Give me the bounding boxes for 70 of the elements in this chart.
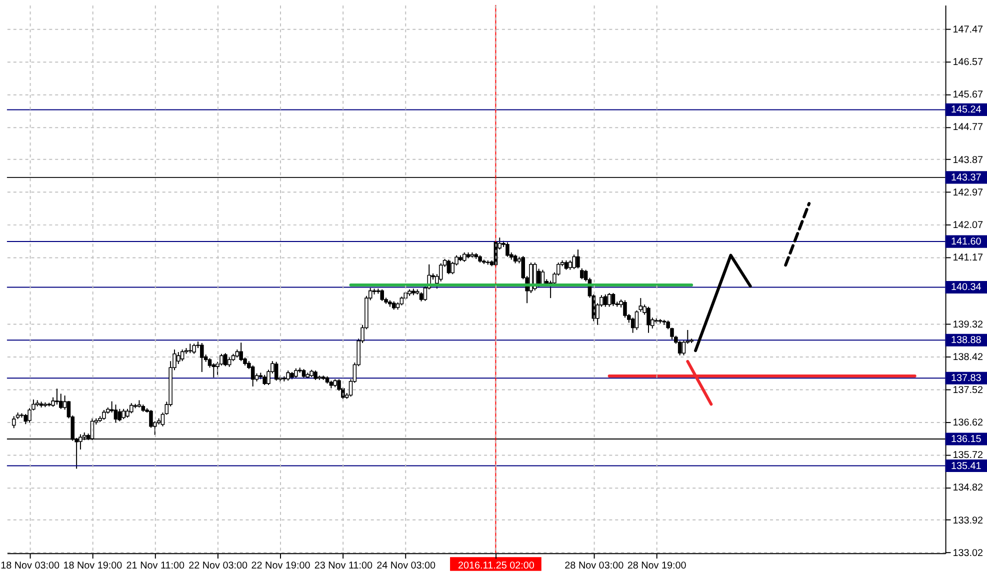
candlestick: [604, 294, 608, 308]
y-tick-label: 145.67: [952, 90, 984, 101]
candlestick: [564, 260, 568, 270]
x-tick-label: 28 Nov 19:00: [627, 560, 687, 572]
y-tick-label: 142.97: [952, 187, 984, 198]
candlestick: [12, 416, 16, 429]
candlestick: [380, 288, 384, 302]
candlestick: [192, 343, 196, 354]
candlestick: [623, 300, 627, 318]
y-tick-label: 134.82: [952, 482, 984, 494]
candlestick: [286, 370, 290, 382]
y-tick-label: 138.42: [952, 352, 984, 364]
candlestick: [212, 362, 216, 378]
candlestick: [55, 388, 59, 406]
candlestick: [462, 252, 466, 262]
candlestick: [200, 342, 204, 372]
candlestick: [294, 368, 298, 378]
x-tick-label: 18 Nov 19:00: [63, 560, 123, 572]
y-tick-label: 143.87: [952, 154, 984, 166]
candlestick: [180, 349, 184, 362]
candlestick: [576, 249, 580, 269]
x-tick-label: 18 Nov 03:00: [0, 560, 60, 572]
candlestick: [188, 343, 192, 354]
x-tick-label: 22 Nov 19:00: [251, 560, 311, 572]
y-tick-label: 144.77: [952, 122, 984, 134]
ref-line-label: 137.83: [950, 373, 982, 384]
candlestick: [250, 364, 255, 387]
candlestick: [568, 260, 572, 270]
x-tick-label: 22 Nov 03:00: [188, 560, 248, 572]
candlestick: [227, 356, 232, 368]
y-tick-label: 141.17: [952, 252, 984, 264]
x-tick-label: 21 Nov 11:00: [126, 560, 185, 572]
candlestick: [224, 352, 228, 367]
candlestick: [580, 268, 584, 280]
candlestick: [176, 352, 180, 365]
ref-line-label: 135.41: [950, 460, 982, 472]
candlestick: [611, 292, 616, 307]
candlestick: [130, 402, 134, 414]
candlestick: [274, 361, 278, 382]
candlestick: [102, 410, 106, 420]
ref-line-label: 138.88: [950, 335, 982, 346]
y-tick-label: 142.07: [952, 220, 984, 232]
ref-line-label: 145.24: [950, 104, 982, 116]
candlestick: [419, 292, 424, 302]
candlestick: [446, 259, 451, 275]
x-tick-label: 23 Nov 11:00: [314, 560, 374, 572]
x-tick-label: 28 Nov 03:00: [564, 560, 624, 572]
y-tick-label: 137.52: [952, 384, 984, 396]
candlestick: [122, 408, 126, 420]
x-tick-label: 24 Nov 03:00: [376, 560, 436, 572]
ref-line-label: 141.60: [950, 236, 982, 248]
y-tick-label: 139.32: [952, 320, 984, 331]
candlestick: [114, 404, 118, 424]
y-tick-label: 133.02: [952, 548, 984, 559]
candlestick: [314, 370, 318, 380]
y-tick-label: 136.62: [952, 417, 984, 428]
ref-line-label: 136.15: [950, 434, 982, 445]
candlestick: [239, 342, 243, 362]
y-tick-label: 146.57: [952, 56, 984, 68]
ref-line-label: 143.37: [950, 172, 982, 184]
y-tick-label: 135.72: [952, 450, 984, 462]
y-tick-label: 133.92: [952, 515, 984, 526]
candlestick: [646, 306, 650, 334]
candlestick: [607, 292, 612, 308]
candlestick: [506, 242, 510, 258]
y-tick-label: 147.47: [952, 24, 984, 36]
candlestick: [262, 374, 266, 386]
x-tick-label: 2016.11.25 02:00: [458, 560, 535, 572]
candlestick: [118, 408, 122, 422]
ref-line-label: 140.34: [950, 282, 982, 294]
